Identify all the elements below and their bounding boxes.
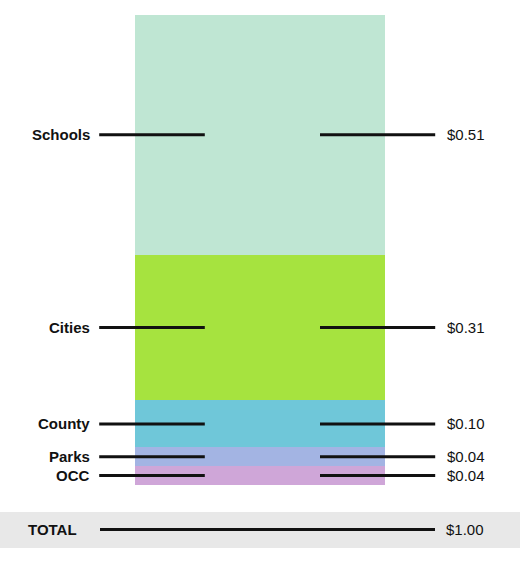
svg-text:$0.31: $0.31	[447, 319, 485, 336]
svg-text:$0.10: $0.10	[447, 415, 485, 432]
svg-text:$0.51: $0.51	[447, 126, 485, 143]
svg-text:OCC: OCC	[56, 467, 90, 484]
svg-text:Schools: Schools	[32, 126, 90, 143]
svg-text:County: County	[38, 415, 90, 432]
svg-text:Cities: Cities	[49, 319, 90, 336]
svg-text:$0.04: $0.04	[447, 448, 485, 465]
svg-text:Parks: Parks	[49, 448, 90, 465]
svg-text:$0.04: $0.04	[447, 467, 485, 484]
html-text:TOTAL: TOTAL	[28, 521, 77, 538]
html-text:$1.00: $1.00	[446, 521, 484, 538]
